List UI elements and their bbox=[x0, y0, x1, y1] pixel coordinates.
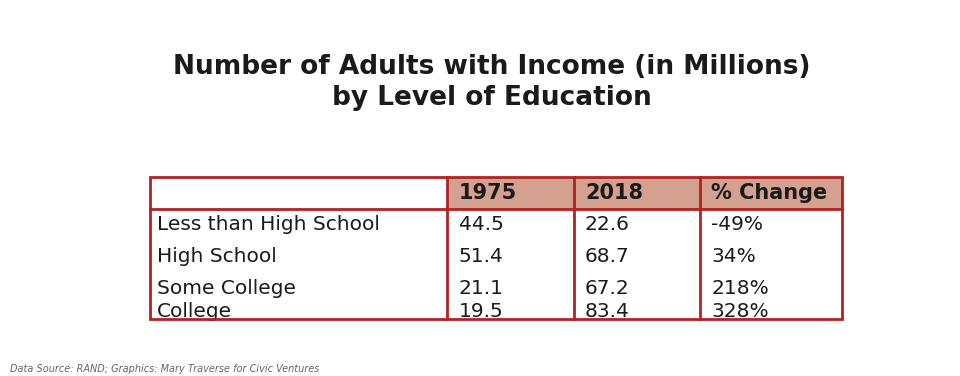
Text: College: College bbox=[157, 302, 232, 321]
Text: 1975: 1975 bbox=[459, 183, 516, 203]
Text: 218%: 218% bbox=[711, 279, 769, 298]
Text: 34%: 34% bbox=[711, 247, 756, 266]
Text: 19.5: 19.5 bbox=[459, 302, 503, 321]
Text: Number of Adults with Income (in Millions)
by Level of Education: Number of Adults with Income (in Million… bbox=[173, 54, 811, 111]
Text: 21.1: 21.1 bbox=[459, 279, 504, 298]
Text: 68.7: 68.7 bbox=[585, 247, 630, 266]
Text: -49%: -49% bbox=[711, 215, 763, 234]
Text: % Change: % Change bbox=[711, 183, 828, 203]
Text: Data Source: RAND; Graphics: Mary Traverse for Civic Ventures: Data Source: RAND; Graphics: Mary Traver… bbox=[10, 364, 319, 374]
Text: 22.6: 22.6 bbox=[585, 215, 630, 234]
Text: Some College: Some College bbox=[157, 279, 297, 298]
Text: 51.4: 51.4 bbox=[459, 247, 503, 266]
Bar bbox=[150, 177, 842, 319]
Text: 67.2: 67.2 bbox=[585, 279, 630, 298]
Text: Less than High School: Less than High School bbox=[157, 215, 380, 234]
Text: 328%: 328% bbox=[711, 302, 769, 321]
Text: 2018: 2018 bbox=[585, 183, 643, 203]
Text: 44.5: 44.5 bbox=[459, 215, 503, 234]
Bar bbox=[447, 177, 842, 209]
Text: 83.4: 83.4 bbox=[585, 302, 630, 321]
Text: High School: High School bbox=[157, 247, 276, 266]
